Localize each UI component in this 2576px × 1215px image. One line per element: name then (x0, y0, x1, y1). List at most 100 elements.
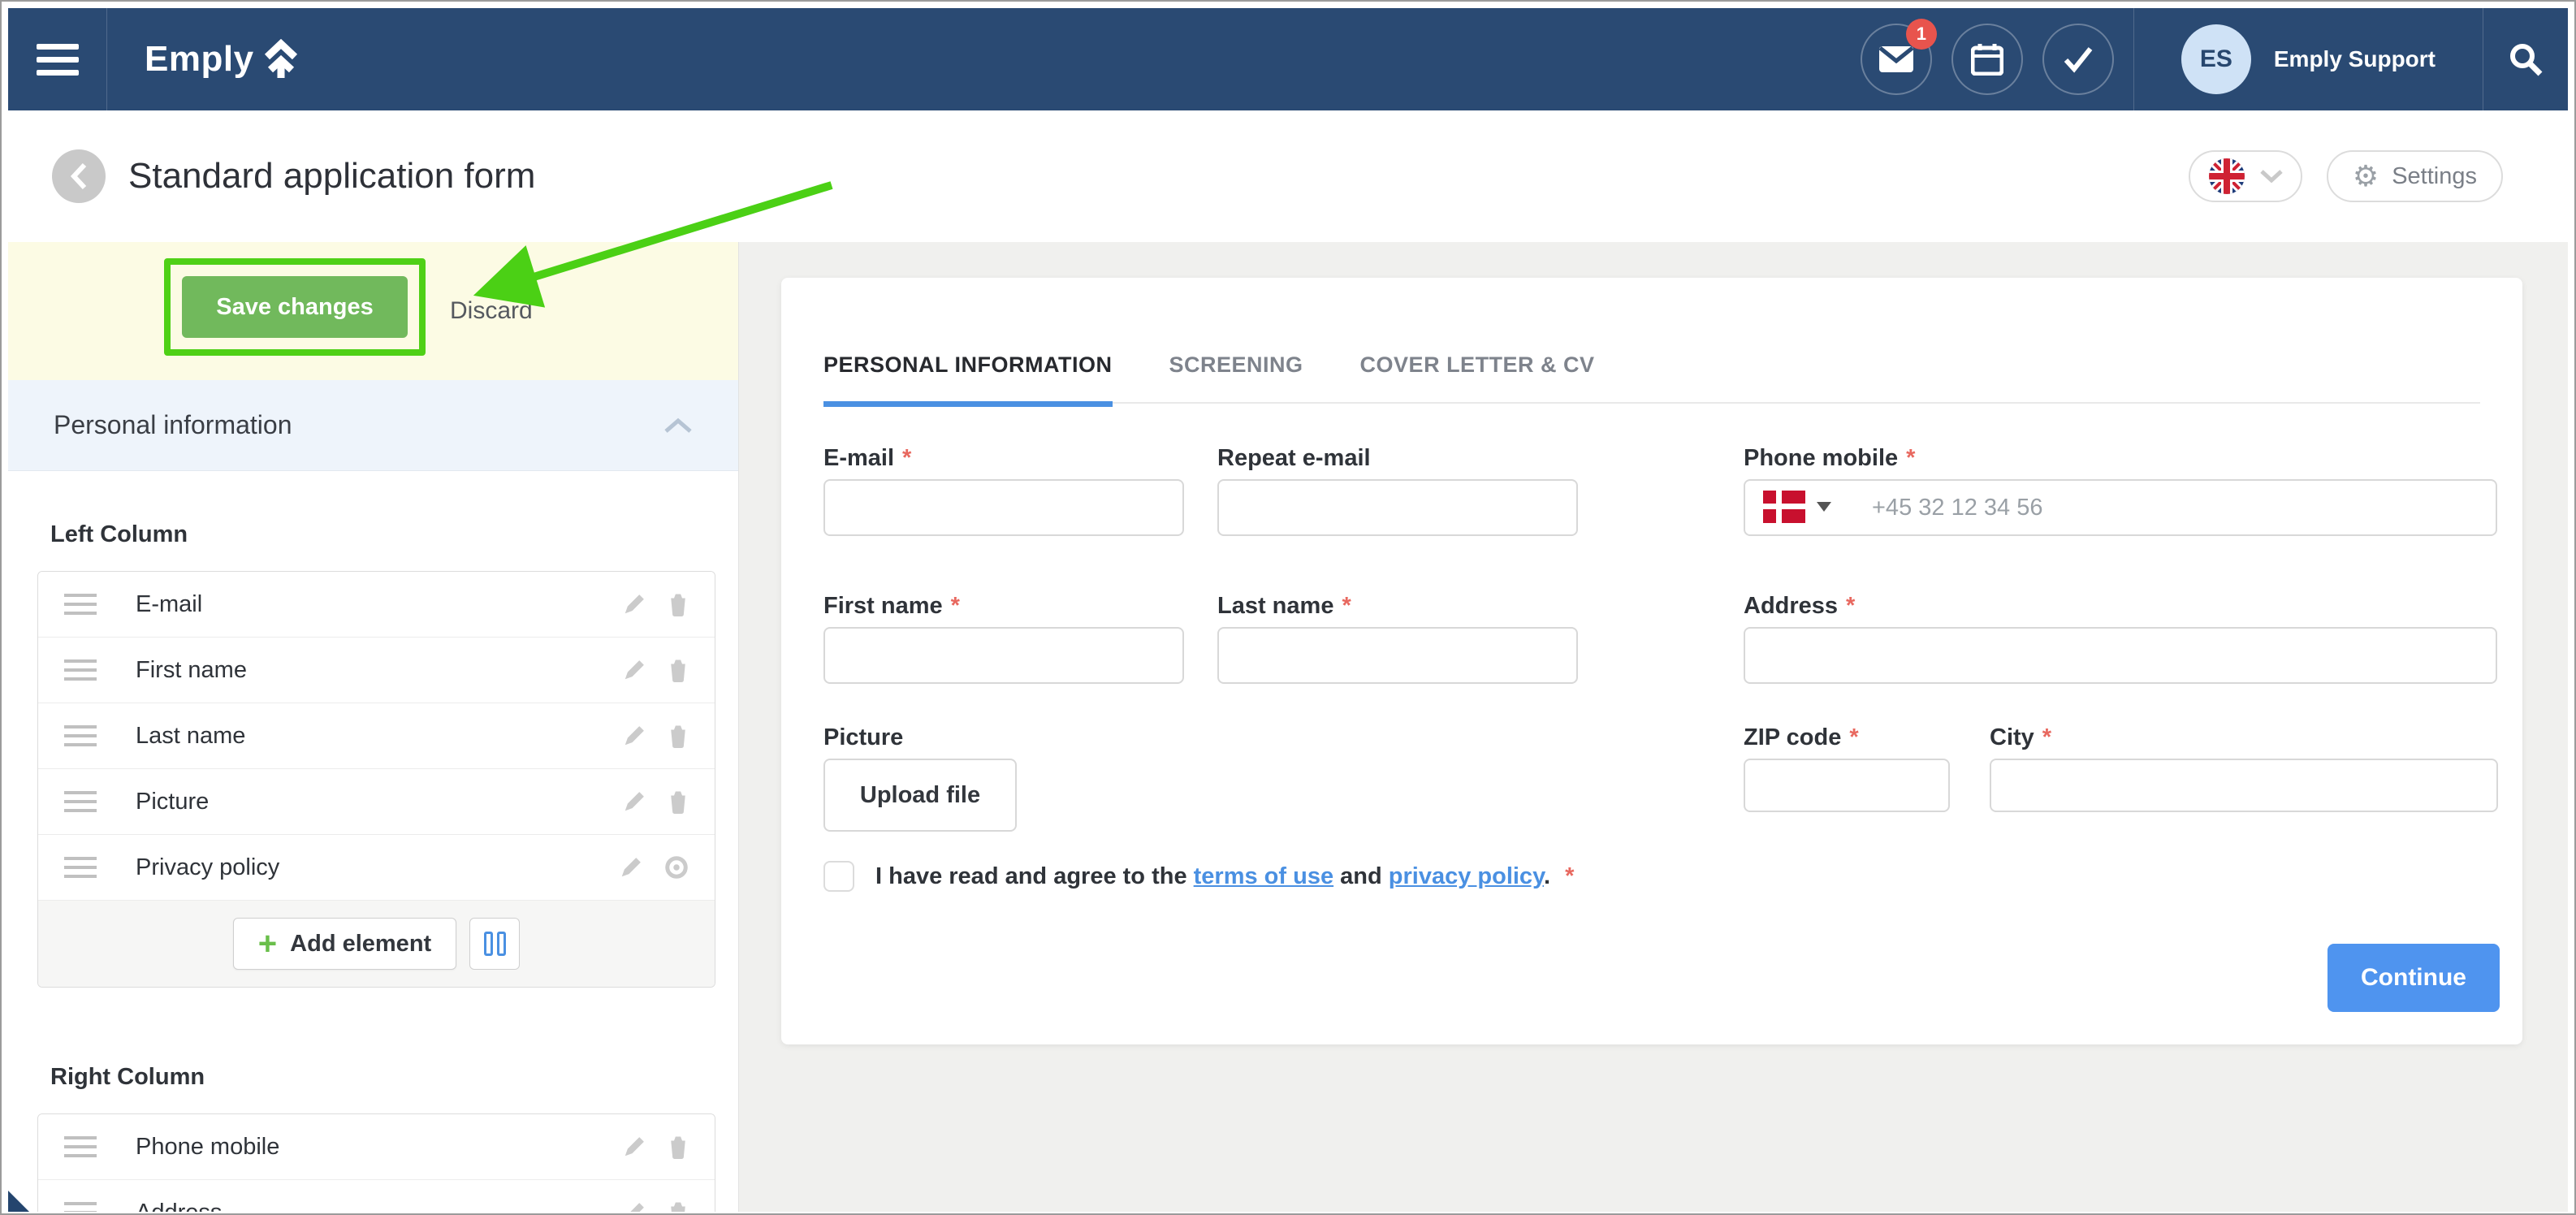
element-row-first-name[interactable]: First name (38, 638, 715, 703)
phone-mobile-input[interactable] (1744, 479, 2497, 536)
columns-icon (483, 932, 493, 956)
right-column-element-list: Phone mobile Address (37, 1113, 715, 1212)
edit-pencil-icon[interactable] (622, 789, 646, 814)
element-row-phone-mobile[interactable]: Phone mobile (38, 1114, 715, 1180)
phone-mobile-field (1744, 479, 2497, 536)
page-header: Standard application form (8, 110, 2568, 242)
tab-cover-letter-cv[interactable]: COVER LETTER & CV (1359, 352, 1595, 377)
page-title: Standard application form (128, 156, 536, 196)
zip-code-input[interactable] (1744, 759, 1950, 812)
zip-code-label: ZIP code * (1744, 724, 1859, 750)
language-selector[interactable] (2188, 150, 2302, 202)
annotation-highlight-box: Save changes (164, 258, 426, 356)
consent-text: I have read and agree to the terms of us… (875, 863, 1575, 889)
edit-pencil-icon[interactable] (622, 1135, 646, 1159)
back-button[interactable] (52, 149, 106, 203)
address-label: Address * (1744, 593, 1856, 619)
chat-widget-corner (8, 1191, 29, 1212)
form-preview-area: PERSONAL INFORMATION SCREENING COVER LET… (739, 242, 2568, 1212)
edit-pencil-icon[interactable] (622, 592, 646, 616)
trash-icon[interactable] (668, 1135, 689, 1159)
element-row-last-name[interactable]: Last name (38, 703, 715, 769)
form-builder-sidebar: Save changes Discard Personal informatio… (8, 242, 739, 1212)
plus-icon: + (257, 926, 278, 962)
calendar-icon (1970, 44, 2003, 76)
left-column-element-list: E-mail First name Last name (37, 571, 715, 988)
trash-icon[interactable] (668, 1200, 689, 1212)
tab-personal-information[interactable]: PERSONAL INFORMATION (823, 352, 1113, 407)
section-title: Personal information (54, 410, 292, 439)
settings-label: Settings (2392, 162, 2477, 189)
edit-pencil-icon[interactable] (622, 724, 646, 748)
user-avatar: ES (2181, 24, 2251, 94)
continue-button[interactable]: Continue (2327, 944, 2500, 1012)
element-row-picture[interactable]: Picture (38, 769, 715, 835)
last-name-input[interactable] (1217, 627, 1578, 684)
first-name-input[interactable] (823, 627, 1184, 684)
calendar-button[interactable] (1951, 24, 2023, 95)
edit-pencil-icon[interactable] (619, 855, 643, 880)
drag-handle-icon[interactable] (64, 851, 97, 884)
trash-icon[interactable] (668, 592, 689, 616)
tab-screening[interactable]: SCREENING (1169, 352, 1303, 377)
section-personal-information[interactable]: Personal information (8, 380, 738, 471)
inbox-button[interactable]: 1 (1860, 19, 1937, 95)
drag-handle-icon[interactable] (64, 720, 97, 752)
address-input[interactable] (1744, 627, 2497, 684)
terms-of-use-link[interactable]: terms of use (1193, 863, 1334, 889)
required-asterisk: * (950, 593, 960, 619)
edit-pencil-icon[interactable] (622, 1200, 646, 1212)
consent-checkbox[interactable] (823, 861, 854, 892)
uk-flag-icon (2208, 158, 2245, 194)
save-changes-button[interactable]: Save changes (182, 276, 408, 338)
user-name: Emply Support (2273, 46, 2436, 71)
privacy-policy-link[interactable]: privacy policy (1388, 863, 1545, 889)
search-button[interactable] (2483, 8, 2568, 110)
edit-pencil-icon[interactable] (622, 658, 646, 682)
city-input[interactable] (1990, 759, 2498, 812)
header-actions: ⚙ Settings (2188, 150, 2503, 202)
tasks-button[interactable] (2042, 24, 2114, 95)
country-code-selector[interactable] (1763, 491, 1831, 523)
email-label: E-mail * (823, 445, 912, 471)
phone-mobile-label: Phone mobile * (1744, 445, 1916, 471)
brand-name: Emply (145, 39, 254, 79)
brand-logo[interactable]: Emply (145, 39, 300, 80)
drag-handle-icon[interactable] (64, 654, 97, 686)
repeat-email-input[interactable] (1217, 479, 1578, 536)
required-asterisk: * (1342, 593, 1351, 619)
checkmark-icon (2064, 47, 2093, 73)
column-layout-button[interactable] (469, 918, 521, 970)
hamburger-menu-button[interactable] (8, 8, 107, 110)
search-icon (2510, 44, 2543, 76)
upload-file-button[interactable]: Upload file (823, 759, 1017, 832)
user-menu[interactable]: ES Emply Support (2134, 8, 2483, 110)
drag-handle-icon[interactable] (64, 1196, 97, 1212)
trash-icon[interactable] (668, 658, 689, 682)
email-input[interactable] (823, 479, 1184, 536)
drag-handle-icon[interactable] (64, 1131, 97, 1163)
trash-icon[interactable] (668, 724, 689, 748)
settings-button[interactable]: ⚙ Settings (2326, 150, 2503, 202)
element-row-privacy-policy[interactable]: Privacy policy (38, 835, 715, 901)
element-row-email[interactable]: E-mail (38, 572, 715, 638)
element-label: Last name (136, 722, 246, 749)
navbar-divider (2133, 8, 2134, 110)
form-tabs: PERSONAL INFORMATION SCREENING COVER LET… (823, 352, 2480, 407)
required-asterisk: * (1849, 724, 1859, 750)
required-asterisk: * (2042, 724, 2052, 750)
add-element-button[interactable]: + Add element (232, 918, 457, 970)
drag-handle-icon[interactable] (64, 785, 97, 818)
drag-handle-icon[interactable] (64, 588, 97, 620)
required-asterisk: * (1846, 593, 1856, 619)
element-label: Picture (136, 788, 210, 815)
visibility-icon[interactable] (664, 855, 689, 880)
left-column-heading: Left Column (50, 521, 188, 547)
trash-icon[interactable] (668, 789, 689, 814)
left-column-footer: + Add element (38, 901, 715, 987)
required-asterisk: * (1565, 863, 1575, 889)
discard-link[interactable]: Discard (450, 297, 533, 324)
gear-icon: ⚙ (2352, 159, 2379, 192)
element-row-address[interactable]: Address (38, 1180, 715, 1212)
